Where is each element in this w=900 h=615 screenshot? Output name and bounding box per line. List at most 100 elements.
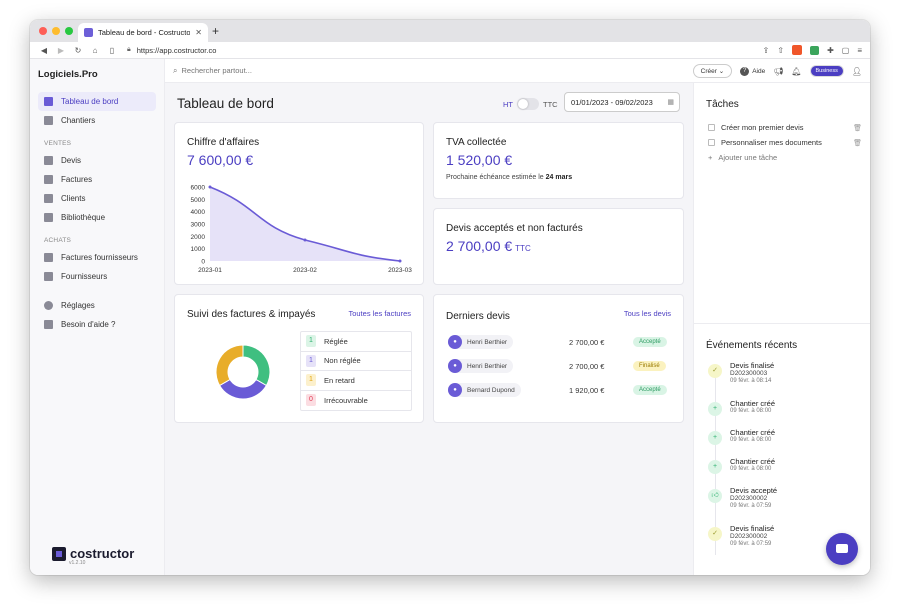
devis-icon [44, 156, 53, 165]
legend-row-non-reglee: 1 Non réglée [301, 352, 411, 371]
recent-events-title: Événements récents [706, 340, 798, 351]
add-task-button[interactable]: + Ajouter une tâche [708, 153, 777, 162]
task-item[interactable]: Créer mon premier devis 🗑︎ [708, 123, 862, 132]
sidebar-item-clients[interactable]: Clients [38, 189, 156, 208]
event-title: Chantier créé [730, 457, 776, 466]
calendar-icon: ▦ [667, 99, 674, 106]
unbilled-quotes-card: Devis acceptés et non facturés 2 700,00 … [433, 208, 684, 285]
sidebar-item-factures-fournisseurs[interactable]: Factures fournisseurs [38, 248, 156, 267]
sidebar-item-reglages[interactable]: Réglages [38, 296, 156, 315]
quote-client[interactable]: ● Henri Berthier [448, 359, 514, 373]
sidebar-item-aide[interactable]: Besoin d'aide ? [38, 315, 156, 334]
minimize-window-button[interactable] [52, 27, 60, 35]
user-icon[interactable]: 👤︎ [851, 66, 862, 76]
quote-row[interactable]: ● Henri Berthier 2 700,00 € Accepté [448, 334, 674, 350]
gear-icon [44, 301, 53, 310]
sidebar-item-bibliotheque[interactable]: Bibliothèque [38, 208, 156, 227]
quote-amount: 2 700,00 € [569, 361, 605, 371]
megaphone-icon[interactable]: 📢︎ [773, 66, 784, 76]
ht-ttc-switch[interactable] [517, 98, 539, 110]
browser-tabbar: Tableau de bord - Costructor ✕ + [30, 20, 870, 42]
unbilled-amount-line: 2 700,00 € TTC [446, 238, 531, 254]
ht-label: HT [503, 99, 513, 109]
brave-shield-icon[interactable] [792, 45, 803, 55]
supplier-invoice-icon [44, 253, 53, 262]
event-time: 09 févr. à 08:00 [730, 437, 772, 443]
chat-button[interactable] [826, 533, 858, 565]
menu-icon[interactable]: ≡ [857, 45, 862, 55]
browser-window: Tableau de bord - Costructor ✕ + ◀ ▶ ↻ ⌂… [30, 20, 870, 575]
costructor-logo: costructor v1.2.10 [52, 546, 134, 566]
trash-icon[interactable]: 🗑︎ [853, 139, 862, 147]
all-quotes-link[interactable]: Tous les devis [623, 309, 671, 318]
puzzle-icon[interactable]: ✚ [827, 45, 834, 55]
task-checkbox[interactable] [708, 139, 715, 146]
y-tick-label: 2000 [191, 234, 206, 241]
tab-close-icon[interactable]: ✕ [195, 28, 202, 37]
event-title: Devis finalisé [730, 524, 775, 533]
share-icon[interactable]: ⇪ [762, 45, 770, 55]
help-button[interactable]: ? Aide [740, 66, 766, 76]
legend-row-reglee: 1 Réglée [301, 332, 411, 352]
sidebar-item-devis[interactable]: Devis [38, 151, 156, 170]
revenue-point[interactable] [303, 238, 307, 242]
revenue-point[interactable] [208, 185, 212, 189]
sidebar-item-factures[interactable]: Factures [38, 170, 156, 189]
bell-icon[interactable]: 🔔︎ [791, 66, 802, 76]
quote-client[interactable]: ● Henri Berthier [448, 335, 514, 349]
revenue-amount: 7 600,00 € [187, 152, 254, 168]
legend-count: 0 [306, 394, 316, 407]
sidebar-toggle-icon[interactable]: ▢ [841, 45, 850, 55]
event-time: 09 févr. à 07:59 [730, 503, 772, 509]
url-field[interactable]: https://app.costructor.co [136, 45, 217, 55]
task-item[interactable]: Personnaliser mes documents 🗑︎ [708, 138, 862, 147]
help-label: Aide [752, 67, 766, 75]
maximize-window-button[interactable] [65, 27, 73, 35]
browser-tab[interactable]: Tableau de bord - Costructor ✕ [78, 23, 208, 42]
search-icon: ⌕ [173, 65, 178, 75]
event-title: Chantier créé [730, 399, 776, 408]
quotes-title: Derniers devis [446, 311, 510, 322]
search-input[interactable] [181, 66, 382, 75]
quote-row[interactable]: ● Henri Berthier 2 700,00 € Finalisé [448, 358, 674, 374]
unbilled-title: Devis acceptés et non facturés [446, 223, 583, 234]
quote-row[interactable]: ● Bernard Dupond 1 920,00 € Accepté [448, 382, 674, 398]
back-icon[interactable]: ◀ [40, 45, 48, 55]
home-icon[interactable]: ⌂ [92, 45, 98, 55]
help-icon [44, 320, 53, 329]
trash-icon[interactable]: 🗑︎ [853, 124, 862, 132]
bookmark-icon[interactable]: ▯ [109, 45, 115, 55]
create-dropdown-button[interactable]: Créer ⌄ [692, 64, 733, 78]
y-tick-label: 5000 [191, 197, 206, 204]
forward-icon[interactable]: ▶ [57, 45, 65, 55]
tva-next-date: 24 mars [545, 174, 573, 181]
new-tab-icon[interactable]: + [212, 24, 220, 38]
close-window-button[interactable] [39, 27, 47, 35]
reload-icon[interactable]: ↻ [74, 45, 82, 55]
extension-icon[interactable] [810, 45, 820, 55]
upload-icon[interactable]: ⇧ [777, 45, 785, 55]
sidebar-item-label: Besoin d'aide ? [61, 320, 116, 329]
sidebar-item-chantiers[interactable]: Chantiers [38, 111, 156, 130]
avatar-icon: ● [448, 383, 462, 397]
all-invoices-link[interactable]: Toutes les factures [348, 309, 411, 318]
section-ventes: VENTES [44, 140, 72, 147]
legend-label: Irrécouvrable [324, 395, 368, 405]
task-checkbox[interactable] [708, 124, 715, 131]
favicon-icon [84, 28, 93, 37]
donut-slice[interactable] [215, 344, 244, 387]
plan-badge[interactable]: Business [809, 65, 844, 77]
y-tick-label: 3000 [191, 222, 206, 229]
sidebar-item-dashboard[interactable]: Tableau de bord [38, 92, 156, 111]
app: Logiciels.Pro Tableau de bord Chantiers … [30, 59, 870, 575]
ht-ttc-toggle[interactable]: HT TTC [503, 98, 558, 110]
event-time: 09 févr. à 08:00 [730, 408, 772, 414]
donut-slice[interactable] [218, 378, 268, 400]
date-range-input[interactable]: 01/01/2023 - 09/02/2023 ▦ [564, 92, 680, 112]
event-title: Devis finalisé [730, 361, 775, 370]
quote-client[interactable]: ● Bernard Dupond [448, 383, 521, 397]
sidebar-item-fournisseurs[interactable]: Fournisseurs [38, 267, 156, 286]
revenue-point[interactable] [398, 259, 402, 263]
content: Tableau de bord HT TTC 01/01/2023 - 09/0… [165, 83, 870, 575]
legend-row-en-retard: 1 En retard [301, 371, 411, 391]
